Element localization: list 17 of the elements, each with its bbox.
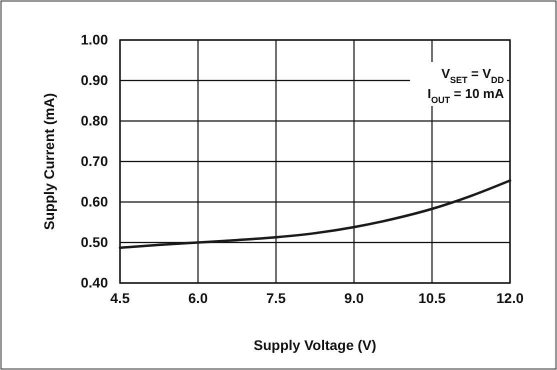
x-tick-label: 9.0 xyxy=(344,290,364,306)
y-tick-label: 0.90 xyxy=(80,72,108,88)
x-tick-label: 10.5 xyxy=(418,290,446,306)
x-tick-label: 12.0 xyxy=(496,290,524,306)
x-tick-label: 4.5 xyxy=(110,290,130,306)
annotation: V$_{SET}$ = V$_{DD}$ xyxy=(441,66,504,85)
y-tick-label: 0.70 xyxy=(80,152,108,169)
x-tick-label: 6.0 xyxy=(188,290,208,306)
annotation: I$_{OUT}$ = 10 mA xyxy=(428,86,505,105)
x-tick-label: 7.5 xyxy=(266,290,286,306)
y-tick-label: 0.80 xyxy=(80,112,108,128)
x-axis-title: Supply Voltage (V) xyxy=(254,337,376,353)
y-tick-label: 0.50 xyxy=(80,234,108,250)
y-axis-title: Supply Current (mA) xyxy=(41,93,57,230)
y-tick-label: 0.40 xyxy=(80,274,108,290)
y-tick-label: 0.60 xyxy=(80,193,108,210)
y-tick-label: 1.00 xyxy=(80,31,108,48)
